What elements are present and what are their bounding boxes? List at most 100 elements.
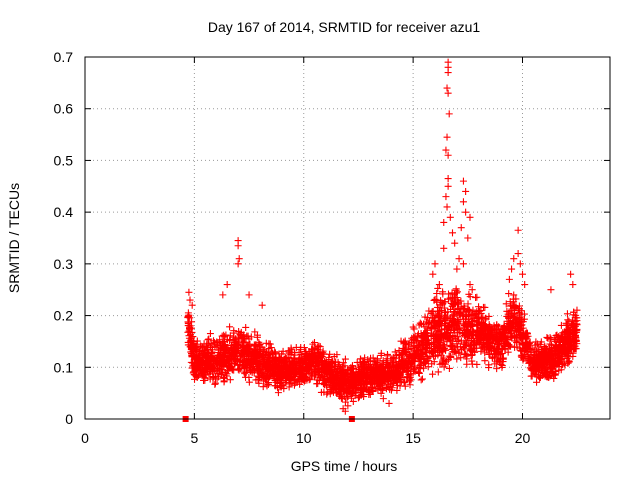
data-point-peak — [446, 213, 454, 221]
data-point-peak — [234, 242, 242, 250]
data-point — [493, 358, 501, 366]
data-point — [422, 358, 430, 366]
data-point-peak — [466, 281, 474, 289]
data-point — [382, 360, 390, 368]
data-point — [387, 357, 395, 365]
data-point — [242, 357, 250, 365]
data-point — [340, 384, 348, 392]
data-point — [416, 361, 424, 369]
data-point — [359, 357, 367, 365]
data-point — [287, 344, 295, 352]
data-point-peak — [443, 84, 451, 92]
data-point — [479, 303, 487, 311]
data-point-peak — [442, 146, 450, 154]
data-point — [361, 377, 369, 385]
data-point — [245, 373, 253, 381]
data-point — [358, 370, 366, 378]
data-point — [423, 345, 431, 353]
data-point — [515, 338, 523, 346]
data-point — [492, 347, 500, 355]
data-point — [285, 383, 293, 391]
data-point — [431, 316, 439, 324]
data-point — [323, 372, 331, 380]
data-point — [514, 305, 522, 313]
data-point — [202, 342, 210, 350]
data-point — [250, 346, 258, 354]
data-point — [399, 368, 407, 376]
data-point — [274, 369, 282, 377]
data-point — [445, 364, 453, 372]
data-point — [539, 352, 547, 360]
data-point — [493, 321, 501, 329]
data-point — [470, 328, 478, 336]
data-point — [196, 360, 204, 368]
data-point — [491, 325, 499, 333]
data-point — [488, 332, 496, 340]
data-point-peak — [462, 187, 470, 195]
data-point — [239, 348, 247, 356]
data-point — [505, 290, 513, 298]
data-point — [528, 355, 536, 363]
data-point — [401, 339, 409, 347]
data-point — [459, 315, 467, 323]
data-point — [573, 321, 581, 329]
data-point — [187, 331, 195, 339]
data-point — [344, 402, 352, 410]
data-point — [187, 358, 195, 366]
data-point — [248, 359, 256, 367]
y-tick-label: 0.3 — [54, 256, 74, 272]
data-point — [265, 340, 273, 348]
data-point — [418, 340, 426, 348]
data-point — [355, 378, 363, 386]
data-point — [315, 348, 323, 356]
data-point — [214, 346, 222, 354]
data-point — [433, 321, 441, 329]
data-point — [308, 346, 316, 354]
data-point — [231, 335, 239, 343]
data-point — [434, 307, 442, 315]
data-point — [225, 359, 233, 367]
data-point — [470, 317, 478, 325]
data-point — [341, 398, 349, 406]
data-point — [435, 345, 443, 353]
data-point — [432, 311, 440, 319]
data-point — [415, 321, 423, 329]
data-point — [365, 390, 373, 398]
data-point — [463, 355, 471, 363]
data-point — [234, 365, 242, 373]
data-point — [500, 325, 508, 333]
data-point — [314, 380, 322, 388]
data-point-peak — [451, 239, 459, 247]
data-point — [557, 347, 565, 355]
data-point — [191, 355, 199, 363]
data-point — [377, 351, 385, 359]
data-point — [567, 326, 575, 334]
data-point — [252, 376, 260, 384]
data-point — [237, 328, 245, 336]
data-point — [533, 347, 541, 355]
data-point — [520, 315, 528, 323]
data-point — [438, 326, 446, 334]
data-point — [384, 378, 392, 386]
data-point — [428, 348, 436, 356]
data-point — [400, 345, 408, 353]
data-point — [410, 325, 418, 333]
data-point-peak — [444, 89, 452, 97]
data-point-peak — [459, 198, 467, 206]
data-point — [345, 381, 353, 389]
data-point — [527, 372, 535, 380]
data-point — [338, 368, 346, 376]
data-point — [425, 340, 433, 348]
data-point — [446, 352, 454, 360]
data-point — [184, 318, 192, 326]
data-point — [399, 348, 407, 356]
data-point — [405, 374, 413, 382]
data-point — [420, 320, 428, 328]
data-points — [182, 58, 581, 422]
data-point — [424, 363, 432, 371]
data-point — [291, 349, 299, 357]
data-point — [547, 341, 555, 349]
data-point — [545, 373, 553, 381]
data-point — [325, 355, 333, 363]
data-point — [333, 351, 341, 359]
